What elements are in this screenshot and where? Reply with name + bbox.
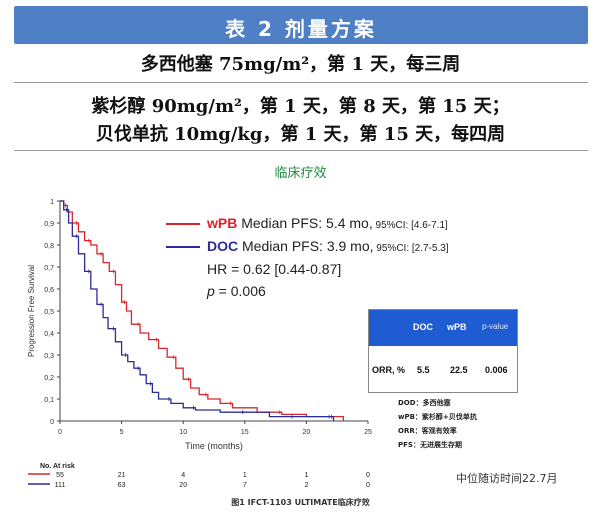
table-header-pvalue: p-value [482, 322, 509, 331]
x-tick-label: 25 [364, 429, 372, 436]
legend-doc-name: DOC [207, 238, 239, 254]
legend-doc: DOC Median PFS: 3.9 mo, 95%CI: [2.7-5.3] [207, 238, 449, 254]
at-risk-title: No. At risk [40, 463, 75, 470]
legend-wpb-name: wPB [207, 215, 238, 231]
x-tick-label: 0 [58, 429, 62, 436]
at-risk-value: 63 [118, 482, 126, 489]
y-tick-label: 0,6 [44, 287, 54, 294]
at-risk-value: 111 [55, 482, 66, 489]
y-tick-label: 0,2 [44, 375, 54, 382]
at-risk-value: 20 [179, 482, 187, 489]
x-tick-label: 5 [120, 429, 124, 436]
median-followup: 中位随访时间22.7月 [456, 472, 558, 485]
figure-caption: 图1 IFCT-1103 ULTIMATE临床疗效 [231, 498, 370, 507]
km-curve-doc [60, 200, 335, 421]
legend-hr: HR = 0.62 [0.44-0.87] [207, 261, 342, 277]
y-tick-label: 0,4 [44, 331, 54, 338]
banner-title: 表 2 剂量方案 [225, 17, 377, 41]
y-tick-label: 0,1 [44, 397, 54, 404]
table-cell-wpb: 22.5 [450, 365, 468, 375]
y-tick-label: 1 [50, 199, 54, 206]
at-risk-value: 1 [304, 472, 308, 479]
abbreviation-orr: ORR：客观有效率 [398, 427, 457, 435]
abbreviation-wpb: wPB：紫杉醇+贝伐单抗 [398, 413, 477, 421]
orr-table-header [369, 310, 517, 346]
abbreviation-pfs: PFS：无进展生存期 [398, 441, 462, 449]
title-banner: 表 2 剂量方案 [14, 6, 588, 44]
orr-table: DOC wPB p-value ORR, % 5.5 22.5 0.006 [368, 309, 518, 393]
legend-p-value: = 0.006 [214, 283, 266, 299]
y-tick-label: 0,7 [44, 265, 54, 272]
legend-p-label: p [207, 283, 215, 299]
x-tick-label: 10 [179, 429, 187, 436]
y-axis-label: Progression Free Survival [27, 265, 36, 357]
table-cell-doc: 5.5 [417, 365, 430, 375]
at-risk-value: 1 [243, 472, 247, 479]
at-risk-value: 55 [56, 472, 64, 479]
abbreviation-dod: DOD：多西他塞 [398, 399, 451, 407]
table-header-doc: DOC [413, 322, 433, 332]
table-header-wpb: wPB [447, 322, 467, 332]
legend-doc-ci: 95%CI: [2.7-5.3] [373, 243, 449, 254]
km-curve-wpb [60, 200, 345, 421]
at-risk-value: 21 [118, 472, 126, 479]
legend-wpb-text: Median PFS: 5.4 mo, [237, 215, 373, 231]
paclitaxel-regimen: 紫杉醇 90mg/m²，第 1 天，第 8 天，第 15 天； [91, 96, 510, 117]
at-risk-value: 2 [304, 482, 308, 489]
at-risk-value: 0 [366, 482, 370, 489]
table-row-label: ORR, % [372, 365, 406, 375]
at-risk-value: 7 [243, 482, 247, 489]
divider [14, 150, 588, 151]
legend-wpb: wPB Median PFS: 5.4 mo, 95%CI: [4.6-7.1] [207, 215, 448, 231]
bevacizumab-regimen: 贝伐单抗 10mg/kg，第 1 天，第 15 天，每四周 [95, 124, 506, 145]
x-axis-label: Time (months) [185, 441, 243, 451]
y-tick-label: 0 [50, 419, 54, 426]
legend-p: p = 0.006 [207, 283, 266, 299]
y-tick-label: 0,8 [44, 243, 54, 250]
table-cell-pvalue: 0.006 [485, 365, 508, 375]
docetaxel-regimen: 多西他塞 75mg/m²，第 1 天，每三周 [140, 54, 461, 75]
at-risk-value: 0 [366, 472, 370, 479]
y-tick-label: 0,9 [44, 221, 54, 228]
section-title: 临床疗效 [274, 166, 327, 181]
legend-wpb-ci: 95%CI: [4.6-7.1] [372, 220, 448, 231]
legend-doc-text: Median PFS: 3.9 mo, [238, 238, 374, 254]
divider [14, 82, 588, 83]
x-tick-label: 15 [241, 429, 249, 436]
y-tick-label: 0,5 [44, 309, 54, 316]
at-risk-value: 4 [181, 472, 185, 479]
y-tick-label: 0,3 [44, 353, 54, 360]
x-tick-label: 20 [303, 429, 311, 436]
